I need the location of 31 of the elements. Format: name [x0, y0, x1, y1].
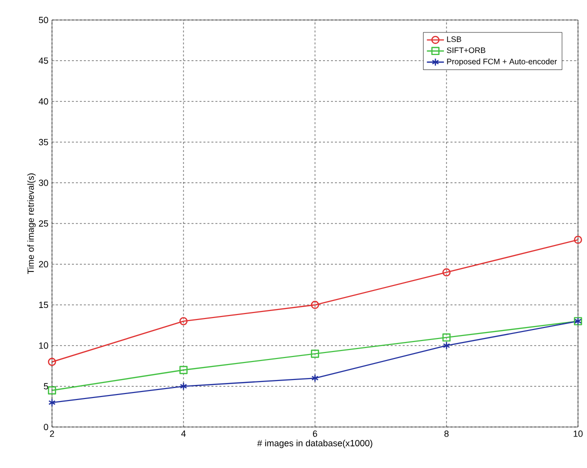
x-axis-title: # images in database(x1000)	[257, 440, 372, 448]
point	[310, 300, 320, 309]
y-tick-label: 30	[38, 180, 48, 186]
point	[574, 236, 582, 244]
point	[48, 398, 56, 407]
point	[310, 350, 320, 358]
y-axis-title: Time of image retrieval(s)	[27, 173, 36, 274]
point	[311, 374, 319, 382]
y-tick-label: 10	[39, 342, 48, 349]
point	[48, 386, 56, 394]
y-tick-label: 50	[38, 16, 48, 24]
point	[442, 268, 451, 276]
y-tick-label: 40	[38, 98, 48, 105]
point	[180, 382, 188, 390]
point	[442, 333, 451, 342]
x-tick-label: 4	[181, 430, 186, 437]
point	[442, 342, 450, 350]
y-tick-label: 35	[38, 138, 48, 146]
x-tick-label: 10	[574, 430, 583, 437]
y-tick-label: 0	[44, 424, 48, 430]
y-tick-label: 45	[38, 58, 48, 64]
point	[179, 317, 188, 326]
point	[48, 358, 56, 366]
y-tick-label: 15	[39, 302, 48, 308]
x-tick-label: 6	[312, 430, 318, 437]
y-tick-label: 5	[44, 383, 48, 390]
x-tick-label: 2	[50, 430, 54, 437]
point	[179, 366, 188, 374]
y-tick-label: 20	[38, 261, 48, 268]
y-tick-label: 25	[38, 220, 48, 227]
x-tick-label: 8	[444, 430, 449, 437]
